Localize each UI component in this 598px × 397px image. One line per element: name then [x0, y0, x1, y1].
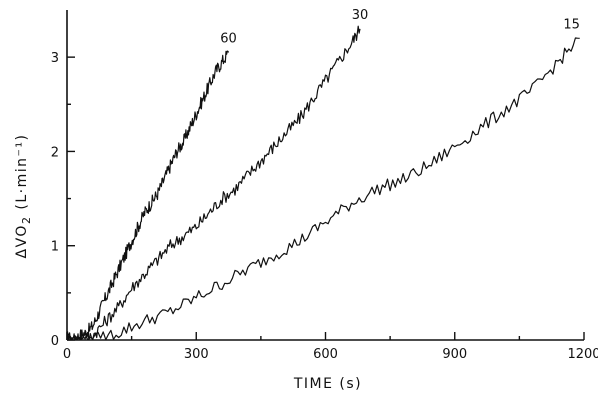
- x-tick-label: 900: [442, 347, 467, 362]
- series-labels: 60 30 15: [220, 8, 580, 47]
- series-label-60: 60: [220, 31, 237, 46]
- y-axis-title-main: ΔVO: [14, 224, 30, 258]
- x-tick-label: 0: [63, 347, 71, 362]
- y-tick-label: 3: [51, 51, 59, 66]
- series-line-30: [66, 25, 361, 341]
- series-line-60: [66, 50, 230, 341]
- x-tick-label: 600: [313, 347, 338, 362]
- series-label-15: 15: [563, 17, 580, 32]
- y-tick-label: 2: [51, 145, 59, 160]
- x-tick-label: 1200: [567, 347, 598, 362]
- series-lines: [66, 25, 580, 341]
- y-tick-label: 0: [51, 334, 59, 349]
- series-line-15: [66, 37, 580, 341]
- y-axis-title: ΔVO2 (L·min⁻¹): [14, 134, 33, 259]
- x-axis-title: TIME (s): [293, 376, 362, 392]
- axes: 0 300 600 900 1200 0 1 2 3: [51, 10, 598, 362]
- series-label-30: 30: [352, 8, 369, 23]
- y-tick-label: 1: [51, 240, 59, 255]
- y-axis-title-units: (L·min⁻¹): [14, 134, 30, 216]
- y-axis-title-subscript: 2: [20, 216, 33, 225]
- x-tick-label: 300: [184, 347, 209, 362]
